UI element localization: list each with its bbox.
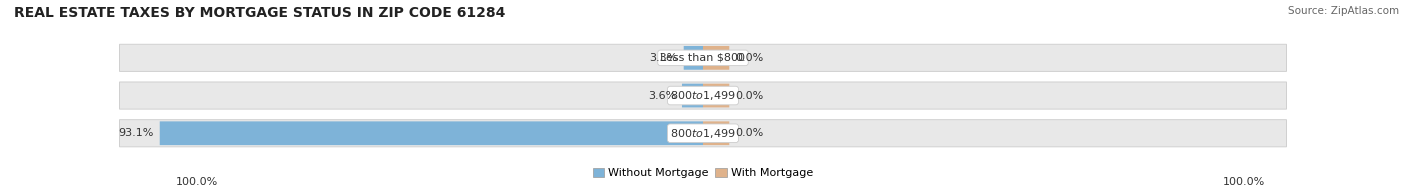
Text: Less than $800: Less than $800 <box>661 53 745 63</box>
Text: Source: ZipAtlas.com: Source: ZipAtlas.com <box>1288 6 1399 16</box>
Text: $800 to $1,499: $800 to $1,499 <box>671 127 735 140</box>
Legend: Without Mortgage, With Mortgage: Without Mortgage, With Mortgage <box>588 164 818 183</box>
Text: REAL ESTATE TAXES BY MORTGAGE STATUS IN ZIP CODE 61284: REAL ESTATE TAXES BY MORTGAGE STATUS IN … <box>14 6 505 20</box>
Text: 0.0%: 0.0% <box>735 53 763 63</box>
Text: $800 to $1,499: $800 to $1,499 <box>671 89 735 102</box>
Text: 0.0%: 0.0% <box>735 128 763 138</box>
FancyBboxPatch shape <box>682 84 703 107</box>
FancyBboxPatch shape <box>703 46 730 70</box>
FancyBboxPatch shape <box>683 46 703 70</box>
Text: 100.0%: 100.0% <box>176 177 218 187</box>
Text: 0.0%: 0.0% <box>735 90 763 101</box>
FancyBboxPatch shape <box>160 121 703 145</box>
Text: 93.1%: 93.1% <box>118 128 153 138</box>
FancyBboxPatch shape <box>120 44 1286 71</box>
FancyBboxPatch shape <box>703 121 730 145</box>
Text: 3.6%: 3.6% <box>648 90 676 101</box>
FancyBboxPatch shape <box>703 84 730 107</box>
FancyBboxPatch shape <box>120 120 1286 147</box>
FancyBboxPatch shape <box>120 82 1286 109</box>
Text: 3.3%: 3.3% <box>650 53 678 63</box>
Text: 100.0%: 100.0% <box>1223 177 1265 187</box>
